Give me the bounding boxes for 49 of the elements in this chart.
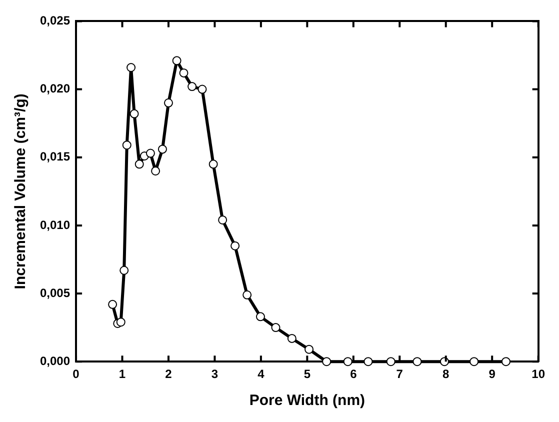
point	[364, 357, 373, 366]
point	[172, 56, 182, 66]
point	[126, 62, 136, 72]
y-tick-label: 0,010	[40, 218, 70, 232]
x-tick-label: 9	[488, 367, 496, 382]
point	[208, 160, 218, 169]
point	[146, 148, 155, 158]
y-tick-label: 0,015	[40, 150, 70, 164]
x-tick-label: 7	[396, 367, 404, 382]
x-tick-label: 8	[442, 367, 450, 382]
x-tick-label: 5	[304, 367, 311, 382]
point	[108, 300, 118, 309]
point	[386, 357, 396, 366]
point	[130, 109, 139, 118]
point	[470, 357, 479, 366]
point	[322, 357, 332, 366]
point	[242, 290, 252, 300]
point	[164, 98, 173, 108]
point	[151, 166, 160, 176]
y-tick-label: 0,025	[40, 14, 70, 28]
x-tick-label: 4	[258, 367, 265, 382]
point	[501, 357, 510, 366]
y-axis-title: Incremental Volume (cm³/g)	[12, 94, 30, 290]
point	[256, 312, 265, 322]
y-tick-label: 0,005	[40, 286, 70, 300]
x-tick-label: 1	[118, 367, 126, 382]
y-tick-label: 0,020	[40, 82, 70, 96]
x-axis-title: Pore Width (nm)	[249, 392, 366, 410]
point	[188, 82, 197, 92]
point	[116, 318, 126, 327]
point	[230, 241, 240, 250]
point	[343, 357, 352, 366]
point	[271, 323, 280, 332]
x-tick-label: 2	[165, 367, 172, 382]
point	[158, 144, 167, 154]
point	[122, 140, 132, 150]
point	[179, 68, 188, 78]
x-tick-label: 3	[211, 367, 218, 382]
point	[134, 160, 144, 169]
point	[287, 334, 296, 343]
x-tick-label: 6	[350, 367, 358, 382]
y-tick-label: 0,000	[40, 354, 70, 368]
point	[304, 344, 314, 354]
point	[412, 357, 422, 366]
point	[120, 266, 129, 275]
point	[218, 215, 228, 224]
x-tick-label: 10	[532, 367, 546, 382]
point	[198, 84, 207, 94]
x-tick-label: 0	[72, 367, 80, 382]
